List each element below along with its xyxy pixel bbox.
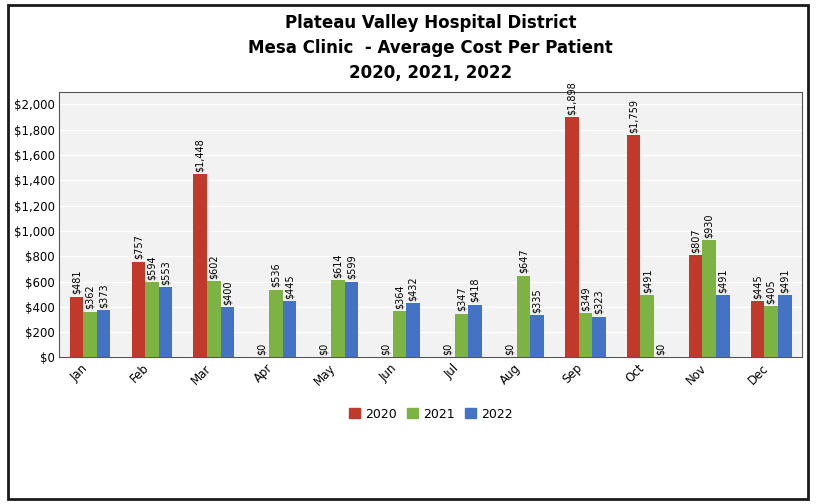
Text: $0: $0	[257, 343, 267, 355]
Text: $445: $445	[285, 274, 295, 299]
Text: $0: $0	[381, 343, 391, 355]
Text: $1,448: $1,448	[195, 138, 206, 172]
Text: $349: $349	[580, 287, 591, 311]
Bar	[392, 311, 406, 357]
Bar	[751, 301, 765, 357]
Text: $481: $481	[71, 270, 82, 294]
Text: $491: $491	[642, 269, 652, 293]
Text: $553: $553	[161, 261, 171, 285]
Bar	[455, 313, 468, 357]
Text: $491: $491	[780, 269, 790, 293]
Bar	[145, 282, 159, 357]
Text: $807: $807	[690, 228, 701, 253]
Text: $757: $757	[133, 234, 144, 260]
Bar	[97, 310, 110, 357]
Bar	[716, 295, 730, 357]
Text: $0: $0	[505, 343, 515, 355]
Bar	[530, 315, 544, 357]
Text: $0: $0	[443, 343, 453, 355]
Text: $364: $364	[395, 285, 405, 309]
Bar	[565, 117, 579, 357]
Legend: 2020, 2021, 2022: 2020, 2021, 2022	[344, 403, 517, 425]
Bar	[69, 297, 83, 357]
Text: $599: $599	[346, 255, 357, 279]
Bar	[282, 301, 296, 357]
Bar	[703, 240, 716, 357]
Bar	[220, 307, 234, 357]
Text: $602: $602	[209, 255, 219, 279]
Title: Plateau Valley Hospital District
Mesa Clinic  - Average Cost Per Patient
2020, 2: Plateau Valley Hospital District Mesa Cl…	[248, 14, 613, 82]
Text: $323: $323	[594, 290, 604, 314]
Bar	[83, 311, 97, 357]
Bar	[159, 287, 172, 357]
Text: $405: $405	[766, 279, 776, 304]
Bar	[331, 280, 344, 357]
Bar	[641, 295, 654, 357]
Bar	[765, 306, 778, 357]
Text: $0: $0	[656, 343, 666, 355]
Text: $930: $930	[704, 213, 714, 237]
Bar	[131, 262, 145, 357]
Bar	[689, 256, 703, 357]
Text: $418: $418	[470, 278, 480, 302]
Text: $335: $335	[532, 288, 542, 313]
Text: $614: $614	[333, 253, 343, 278]
Bar	[193, 174, 207, 357]
Bar	[468, 304, 482, 357]
Text: $1,898: $1,898	[567, 81, 577, 115]
Text: $594: $594	[147, 256, 157, 280]
Bar	[517, 276, 530, 357]
Bar	[269, 290, 282, 357]
Text: $536: $536	[271, 263, 281, 287]
Text: $432: $432	[408, 276, 419, 300]
Text: $491: $491	[718, 269, 728, 293]
Text: $373: $373	[99, 283, 109, 308]
Text: $1,759: $1,759	[628, 99, 639, 133]
Bar	[406, 303, 420, 357]
Bar	[344, 282, 358, 357]
Bar	[592, 317, 605, 357]
Text: $0: $0	[319, 343, 329, 355]
Text: $400: $400	[223, 280, 233, 304]
Text: $647: $647	[518, 248, 529, 273]
Bar	[579, 313, 592, 357]
Bar	[627, 135, 641, 357]
Bar	[207, 281, 220, 357]
Text: $347: $347	[456, 287, 467, 311]
Text: $445: $445	[752, 274, 762, 299]
Bar	[778, 295, 792, 357]
Text: $362: $362	[85, 285, 95, 309]
